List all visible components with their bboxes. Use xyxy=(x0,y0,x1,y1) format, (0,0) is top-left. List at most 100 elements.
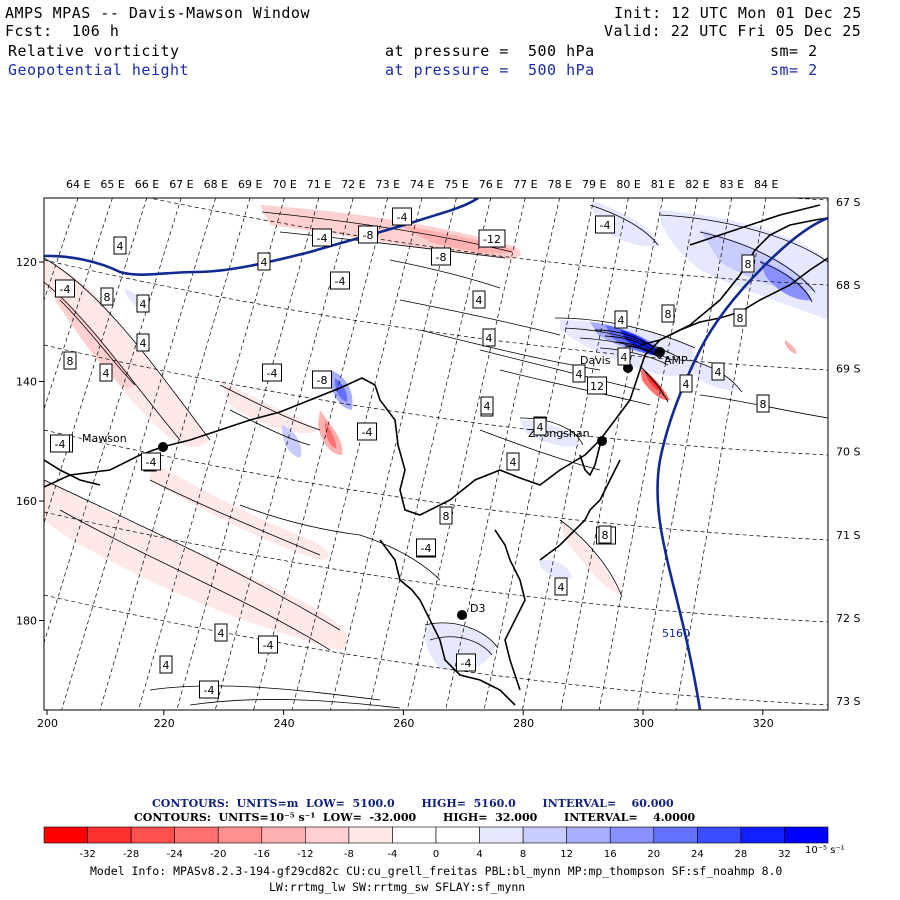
x-tick-label: 240 xyxy=(274,717,295,730)
colorbar-swatch xyxy=(784,826,829,844)
vort-label-box xyxy=(598,525,612,544)
meridian xyxy=(560,198,664,710)
y-tick-label: 140 xyxy=(16,376,37,389)
lat-label: 68 S xyxy=(836,279,860,292)
colorbar-label: -4 xyxy=(387,849,397,860)
colorbar-swatch xyxy=(261,826,306,844)
station-label: D3 xyxy=(470,602,485,615)
model-info: Model Info: MPASv8.2.3-194-gf29cd82c CU:… xyxy=(90,864,783,878)
station-marker xyxy=(457,610,467,620)
station-label: Davis xyxy=(580,354,611,367)
vort-label-box xyxy=(392,207,412,226)
lon-label: 73 E xyxy=(376,178,400,191)
colorbar-swatch xyxy=(305,826,350,844)
colorbar-swatch xyxy=(740,826,785,844)
lon-label: 66 E xyxy=(135,178,159,191)
vort-label-box xyxy=(506,452,520,471)
vorticity-contour-labels: -4 -4 -8 -12 -8 -4 -4 4 4 8 4 4 8 4 -4 -8 -4 4 8 -4 4 4 8 4 4 4 12… xyxy=(50,207,770,699)
colorbar-swatch xyxy=(392,826,437,844)
station-marker xyxy=(655,347,665,357)
vort-label-box xyxy=(99,363,113,382)
vort-label-box xyxy=(741,254,755,273)
vort-label: 4 xyxy=(476,294,483,307)
vort-label-box xyxy=(572,364,586,383)
vort-label: 4 xyxy=(218,627,225,640)
colorbar-swatch xyxy=(130,826,175,844)
colorbar-label: 0 xyxy=(433,849,439,860)
station-label: AMP xyxy=(664,354,688,367)
height-contour-label: 5160 xyxy=(662,627,690,640)
vort-label-box xyxy=(358,225,378,244)
meridian xyxy=(483,198,595,710)
x-tick-label: 300 xyxy=(633,717,654,730)
colorbar-swatch xyxy=(609,826,655,844)
lat-label: 69 S xyxy=(836,362,860,375)
meridian xyxy=(637,198,732,710)
colorbar-label: -20 xyxy=(210,849,226,860)
vort-label: 4 xyxy=(261,256,268,269)
map-frame xyxy=(43,197,829,711)
vort-label: 8 xyxy=(443,510,450,523)
meridian xyxy=(61,198,216,710)
colorbar-swatch xyxy=(566,826,611,844)
meridian xyxy=(99,198,251,710)
vort-label-box xyxy=(136,294,150,313)
vort-label: 8 xyxy=(745,258,752,271)
vort-label: 4 xyxy=(576,368,583,381)
vort-label: 8 xyxy=(760,398,767,411)
colorbar-label: 32 xyxy=(778,849,791,860)
colorbar-label: -28 xyxy=(123,849,139,860)
colorbar-label: -12 xyxy=(297,849,313,860)
vort-label-box xyxy=(113,236,127,255)
geopotential-height-contours xyxy=(44,198,828,710)
vort-label-box xyxy=(312,370,332,389)
vort-label-box xyxy=(478,229,506,248)
vort-label: 4 xyxy=(103,367,110,380)
lon-label: 78 E xyxy=(548,178,572,191)
x-axis: 200 220 240 260 280 300 320 xyxy=(37,710,774,730)
forecast-hour: Fcst: 106 h xyxy=(5,22,120,40)
vort-label-box xyxy=(711,362,725,381)
colorbar-label: -8 xyxy=(344,849,354,860)
meridian xyxy=(675,198,767,710)
vort-label-box xyxy=(159,655,173,674)
lon-label: 67 E xyxy=(169,178,193,191)
colorbar-swatch xyxy=(87,826,132,844)
meridian xyxy=(176,198,320,710)
station-marker xyxy=(158,442,168,452)
vort-label-box xyxy=(661,304,675,323)
vort-label-box xyxy=(330,271,350,290)
parallel xyxy=(44,511,828,623)
vort-label: 4 xyxy=(537,421,544,434)
meridian-lines xyxy=(44,198,767,710)
vort-label-box xyxy=(617,347,631,366)
lon-label: 75 E xyxy=(444,178,468,191)
lon-label: 82 E xyxy=(685,178,709,191)
colorbar-label: -32 xyxy=(79,849,95,860)
vort-label: -4 xyxy=(317,232,328,245)
vort-label-box xyxy=(63,351,77,370)
field2-name: Geopotential height xyxy=(8,61,190,79)
vort-label: 4 xyxy=(140,298,147,311)
y-tick-label: 160 xyxy=(16,495,37,508)
vort-label-box xyxy=(733,308,747,327)
vort-label: 4 xyxy=(618,314,625,327)
lon-label: 65 E xyxy=(100,178,124,191)
vort-label: -8 xyxy=(436,251,447,264)
x-tick-label: 200 xyxy=(37,717,58,730)
vort-label: -8 xyxy=(317,374,328,387)
vort-label: 4 xyxy=(683,378,690,391)
colorbar-label: 20 xyxy=(647,849,660,860)
vort-label-box xyxy=(756,394,770,413)
valid-time: Valid: 22 UTC Fri 05 Dec 25 xyxy=(604,22,862,40)
station-marker xyxy=(597,436,607,446)
colorbar-swatch xyxy=(653,826,698,844)
lat-label: 72 S xyxy=(836,612,860,625)
vort-label: 8 xyxy=(737,312,744,325)
lat-label: 71 S xyxy=(836,529,860,542)
height-contour-info: CONTOURS: UNITS=m LOW= 5100.0 HIGH= 5160… xyxy=(152,797,674,810)
vort-label: -4 xyxy=(146,456,157,469)
vort-label: 8 xyxy=(665,308,672,321)
colorbar-label: 12 xyxy=(560,849,573,860)
